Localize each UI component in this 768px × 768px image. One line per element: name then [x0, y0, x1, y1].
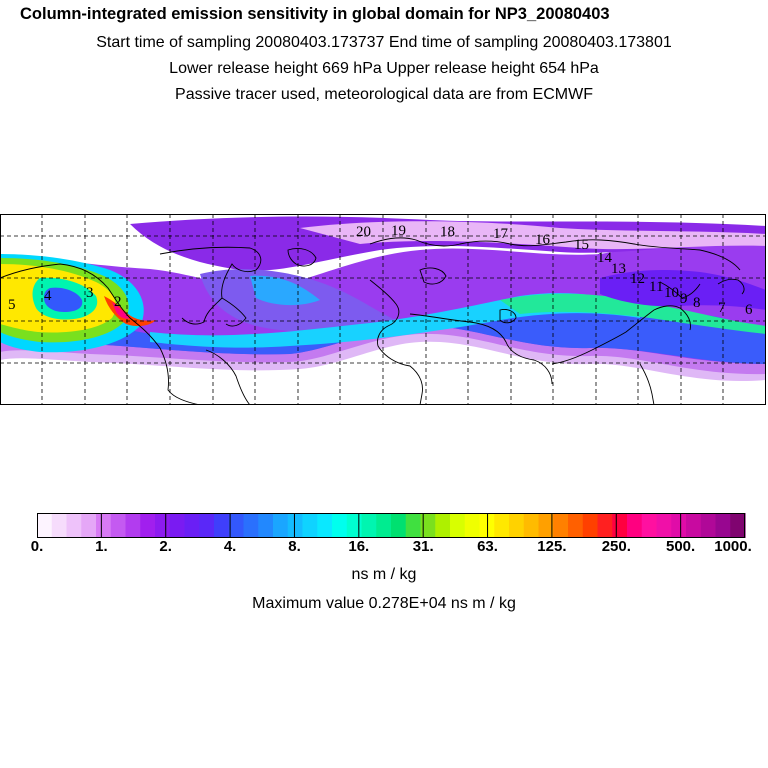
colorbar-cell [538, 513, 554, 538]
colorbar-cell [435, 513, 451, 538]
colorbar-tick-label: 500. [665, 538, 696, 555]
lat-lon-grid [0, 214, 766, 405]
traj-label-9: 9 [680, 291, 688, 307]
colorbar-cell [228, 513, 245, 538]
colorbar-cell [346, 513, 363, 538]
traj-label-8: 8 [693, 295, 701, 311]
colorbar-cell [66, 513, 82, 538]
colorbar-cell [391, 513, 407, 538]
colorbar [37, 513, 746, 538]
colorbar-tick-label: 16. [348, 538, 370, 555]
colorbar-cell [641, 513, 658, 538]
colorbar-tick-label: 125. [537, 538, 567, 555]
map-frame [0, 214, 766, 405]
colorbar-tick-label: 1000. [714, 538, 752, 555]
colorbar-cell [568, 513, 584, 538]
colorbar-cell [627, 513, 643, 538]
plot-title: Column-integrated emission sensitivity i… [20, 5, 610, 23]
traj-label-10: 10 [664, 285, 679, 301]
emission-sensitivity-map: 20 19 18 17 16 15 14 13 12 11 10 9 8 7 6… [0, 214, 766, 405]
traj-label-3: 3 [86, 285, 94, 301]
colorbar-tick-label: 63. [477, 538, 498, 555]
colorbar-cell [450, 513, 466, 538]
traj-label-17: 17 [493, 226, 509, 242]
traj-label-6: 6 [745, 302, 753, 318]
colorbar-cell [582, 513, 599, 538]
traj-label-13: 13 [611, 261, 626, 277]
sampling-time-line: Start time of sampling 20080403.173737 E… [96, 34, 672, 51]
traj-label-19: 19 [391, 223, 406, 239]
colorbar-cell [420, 513, 436, 538]
colorbar-cell [140, 513, 156, 538]
release-height-line: Lower release height 669 hPa Upper relea… [169, 60, 599, 77]
colorbar-tick-label: 250. [601, 538, 631, 555]
colorbar-cell [361, 513, 377, 538]
colorbar-tick-labels: 0. 1. 2. 4. 8. 16. 31. 63. 125. 250. 500. 1000. [0, 538, 768, 558]
colorbar-cell [612, 513, 628, 538]
colorbar-cell [184, 513, 200, 538]
colorbar-cell [110, 513, 127, 538]
colorbar-frame [37, 513, 745, 538]
colorbar-cell [332, 513, 348, 538]
colorbar-cell [656, 513, 672, 538]
colorbar-cell [700, 513, 717, 538]
colorbar-cell [125, 513, 141, 538]
colorbar-cell [686, 513, 702, 538]
traj-label-4: 4 [44, 288, 52, 304]
colorbar-cell [169, 513, 186, 538]
traj-label-15: 15 [574, 237, 589, 253]
colorbar-cell [243, 513, 259, 538]
colorbar-cell [273, 513, 289, 538]
colorbar-cell [96, 513, 112, 538]
colorbar-cell [405, 513, 422, 538]
colorbar-cell [715, 513, 731, 538]
traj-label-14: 14 [597, 250, 613, 266]
colorbar-cell [302, 513, 318, 538]
traj-label-20: 20 [356, 224, 371, 240]
colorbar-cell [509, 513, 525, 538]
colorbar-cell [523, 513, 540, 538]
colorbar-dividers [100, 513, 682, 538]
colorbar-cell [553, 513, 569, 538]
colorbar-tick-label: 8. [288, 538, 301, 555]
traj-label-5: 5 [8, 297, 16, 313]
trajectory-labels: 20 19 18 17 16 15 14 13 12 11 10 9 8 7 6… [8, 223, 753, 318]
colorbar-cell [464, 513, 481, 538]
colorbar-cell [597, 513, 613, 538]
colorbar-cell [317, 513, 333, 538]
traj-label-11: 11 [649, 279, 663, 295]
colorbar-tick-label: 31. [412, 538, 434, 555]
colorbar-cells [37, 513, 746, 538]
colorbar-cell [199, 513, 215, 538]
maximum-value-label: Maximum value 0.278E+04 ns m / kg [252, 595, 516, 612]
colorbar-cell [287, 513, 304, 538]
colorbar-unit-label: ns m / kg [351, 566, 417, 583]
traj-label-7: 7 [718, 300, 726, 316]
colorbar-cell [494, 513, 510, 538]
colorbar-cell [214, 513, 230, 538]
traj-label-12: 12 [630, 271, 645, 287]
colorbar-tick-label: 0. [30, 538, 44, 555]
colorbar-tick-label: 4. [223, 538, 237, 555]
colorbar-cell [155, 513, 171, 538]
traj-label-2: 2 [114, 294, 122, 310]
tracer-info-line: Passive tracer used, meteorological data… [175, 86, 593, 103]
colorbar-cell [81, 513, 97, 538]
sensitivity-field [0, 214, 766, 381]
traj-label-16: 16 [535, 232, 551, 248]
coastlines [0, 237, 745, 405]
colorbar-cell [671, 513, 687, 538]
colorbar-cell [51, 513, 68, 538]
colorbar-cell [258, 513, 274, 538]
colorbar-cell [376, 513, 392, 538]
colorbar-cell [37, 513, 53, 538]
colorbar-tick-label: 1. [95, 538, 108, 555]
colorbar-tick-label: 2. [159, 538, 172, 555]
colorbar-cell [730, 513, 746, 538]
traj-label-18: 18 [440, 224, 455, 240]
